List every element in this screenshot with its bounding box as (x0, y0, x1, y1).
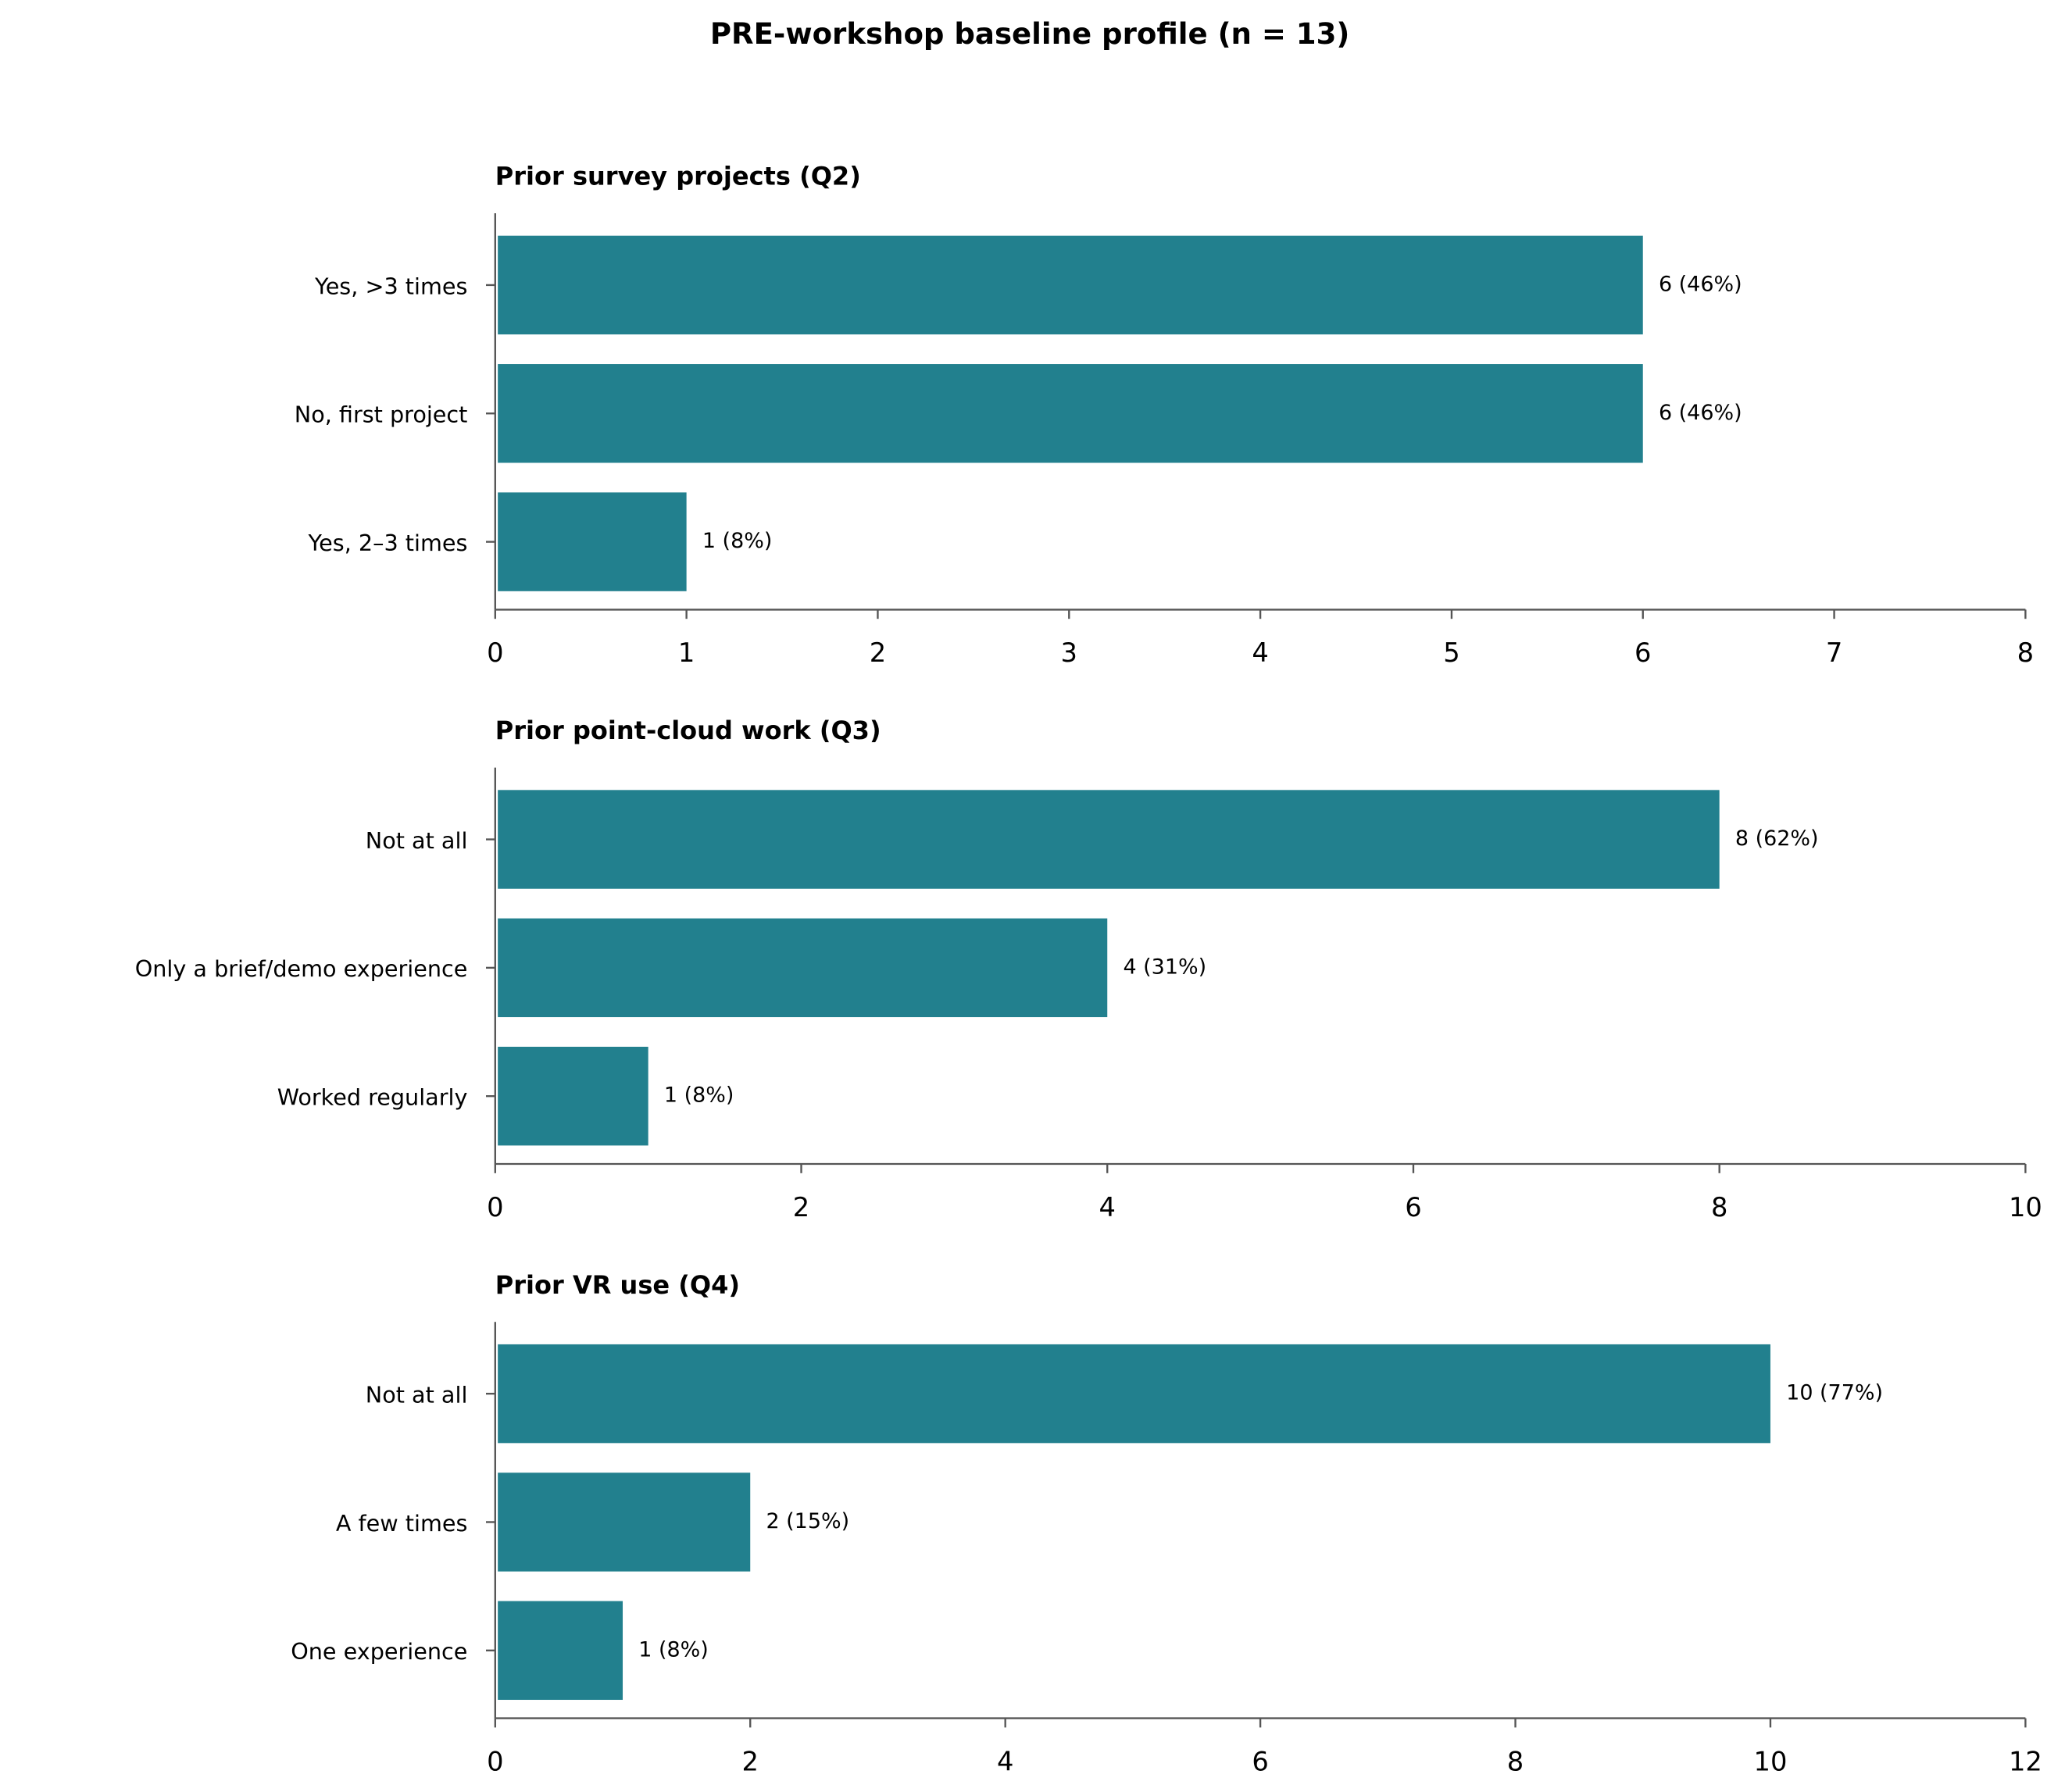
value-label: 1 (8%) (664, 1083, 734, 1108)
subplot-title: Prior VR use (Q4) (495, 1270, 740, 1300)
bar (498, 492, 687, 591)
value-label: 4 (31%) (1123, 955, 1206, 979)
x-tick-label: 6 (1252, 1746, 1268, 1776)
x-tick-label: 7 (1826, 637, 1842, 668)
y-tick-label: Yes, 2–3 times (307, 530, 467, 556)
x-tick-label: 6 (1405, 1192, 1421, 1223)
bar (498, 1046, 648, 1146)
x-tick-label: 3 (1061, 637, 1077, 668)
value-label: 6 (46%) (1659, 401, 1742, 425)
value-label: 6 (46%) (1659, 272, 1742, 296)
x-tick-label: 0 (487, 1746, 503, 1776)
y-tick-label: No, first project (295, 402, 468, 428)
y-tick-label: One experience (291, 1638, 467, 1665)
bar (498, 1473, 751, 1572)
value-label: 8 (62%) (1735, 826, 1819, 851)
subplot-title: Prior survey projects (Q2) (495, 162, 861, 191)
x-tick-label: 8 (2017, 637, 2034, 668)
y-tick-label: Not at all (366, 1381, 468, 1408)
x-tick-label: 0 (487, 1192, 503, 1223)
x-tick-label: 5 (1443, 637, 1459, 668)
bar (498, 235, 1643, 335)
x-tick-label: 4 (1252, 637, 1268, 668)
x-tick-label: 4 (997, 1746, 1013, 1776)
bar (498, 790, 1720, 889)
y-tick-label: Only a brief/demo experience (135, 955, 468, 982)
subplot-title: Prior point-cloud work (Q3) (495, 716, 881, 745)
value-label: 2 (15%) (766, 1509, 849, 1533)
y-tick-label: Worked regularly (277, 1084, 468, 1111)
value-label: 1 (8%) (702, 529, 773, 553)
x-tick-label: 2 (742, 1746, 759, 1776)
bar (498, 364, 1643, 463)
y-tick-label: Not at all (366, 827, 468, 854)
x-tick-label: 2 (793, 1192, 809, 1223)
x-tick-label: 12 (2009, 1746, 2042, 1776)
x-tick-label: 2 (870, 637, 886, 668)
x-tick-label: 4 (1099, 1192, 1116, 1223)
bar (498, 1344, 1770, 1444)
figure-title: PRE-workshop baseline profile (n = 13) (710, 17, 1349, 51)
x-tick-label: 8 (1711, 1192, 1727, 1223)
y-tick-label: A few times (336, 1510, 468, 1537)
x-tick-label: 0 (487, 637, 503, 668)
x-tick-label: 10 (2009, 1192, 2042, 1223)
value-label: 1 (8%) (638, 1637, 709, 1662)
bar (498, 1601, 623, 1701)
x-tick-label: 10 (1754, 1746, 1788, 1776)
x-tick-label: 1 (678, 637, 695, 668)
bar (498, 918, 1108, 1018)
x-tick-label: 8 (1507, 1746, 1524, 1776)
value-label: 10 (77%) (1786, 1381, 1883, 1405)
y-tick-label: Yes, >3 times (314, 273, 467, 299)
x-tick-label: 6 (1634, 637, 1651, 668)
